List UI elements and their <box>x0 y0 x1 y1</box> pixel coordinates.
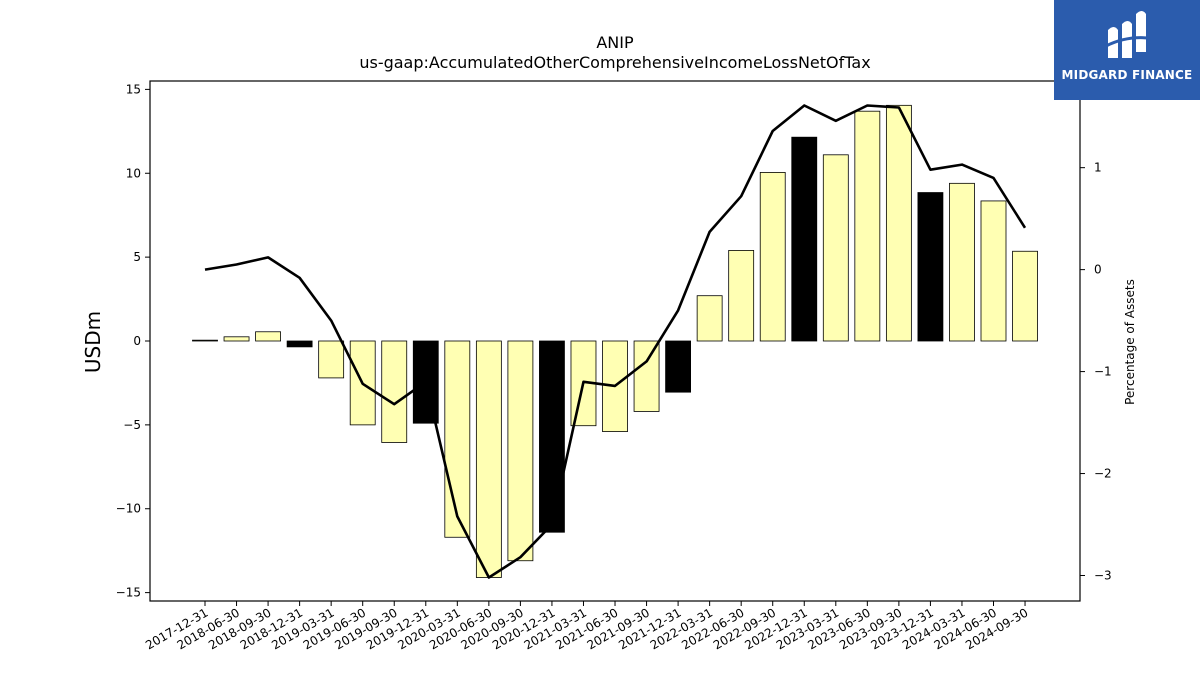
y2-tick-label: −3 <box>1094 569 1112 583</box>
bar-2021-12-31 <box>665 340 691 393</box>
bar-2019-03-31 <box>318 340 345 379</box>
y2-axis: −3 −2 −1 0 1 <box>1080 161 1112 583</box>
y-axis-label: USDm <box>81 311 105 373</box>
y-tick-label: 5 <box>133 250 141 264</box>
bar-2022-06-30 <box>728 250 755 342</box>
y-tick-label: 10 <box>126 166 141 180</box>
bar-2024-09-30 <box>1012 250 1038 342</box>
bar-2024-03-31 <box>949 182 975 342</box>
y2-tick-label: 1 <box>1094 161 1102 175</box>
y2-tick-label: −1 <box>1094 365 1112 379</box>
line-series <box>204 104 1027 579</box>
y-tick-label: −15 <box>116 586 141 600</box>
bar-2022-03-31 <box>696 295 723 342</box>
bar-2018-06-30 <box>223 336 250 342</box>
bar-series <box>192 104 1038 578</box>
chart-title: ANIP <box>596 33 634 52</box>
bar-2022-09-30 <box>759 172 786 342</box>
y2-axis-label: Percentage of Assets <box>1123 279 1137 405</box>
y-tick-label: −5 <box>123 418 141 432</box>
y2-tick-label: −2 <box>1094 467 1112 481</box>
bar-2017-12-31 <box>192 339 218 342</box>
bar-2023-09-30 <box>885 104 912 342</box>
bar-2022-12-31 <box>791 136 818 342</box>
brand-logo: MIDGARD FINANCE <box>1054 0 1200 100</box>
y-tick-label: −10 <box>116 502 141 516</box>
y-tick-label: 0 <box>133 334 141 348</box>
bar-2024-06-30 <box>980 200 1007 342</box>
x-axis: 2017-12-312018-06-302018-09-302018-12-31… <box>143 601 1031 652</box>
percentage-of-assets-line <box>204 104 1027 579</box>
bar-2019-09-30 <box>381 340 408 443</box>
bar-2023-03-31 <box>822 154 849 342</box>
bar-2020-12-31 <box>539 340 565 533</box>
logo-mark-icon <box>1105 11 1149 58</box>
bar-2018-09-30 <box>255 331 281 342</box>
bar-2023-06-30 <box>854 110 881 342</box>
bar-2023-12-31 <box>917 192 944 342</box>
logo-text: MIDGARD FINANCE <box>1061 68 1193 82</box>
bar-2020-09-30 <box>507 340 534 562</box>
bar-2020-03-31 <box>444 340 471 538</box>
y-tick-label: 15 <box>126 82 141 96</box>
bar-2021-09-30 <box>633 340 660 412</box>
bar-2020-06-30 <box>475 340 502 578</box>
y-axis: −15 −10 −5 0 5 10 15 <box>116 82 150 600</box>
y2-tick-label: 0 <box>1094 263 1102 277</box>
chart-subtitle: us-gaap:AccumulatedOtherComprehensiveInc… <box>359 53 870 72</box>
bar-2018-12-31 <box>286 340 313 348</box>
